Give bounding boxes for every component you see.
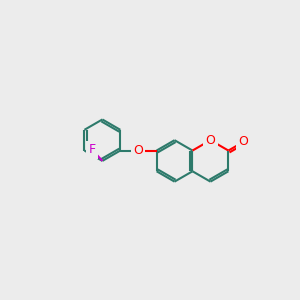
- Text: O: O: [206, 134, 215, 147]
- Text: F: F: [88, 143, 96, 156]
- Text: O: O: [133, 144, 143, 157]
- Text: O: O: [239, 135, 249, 148]
